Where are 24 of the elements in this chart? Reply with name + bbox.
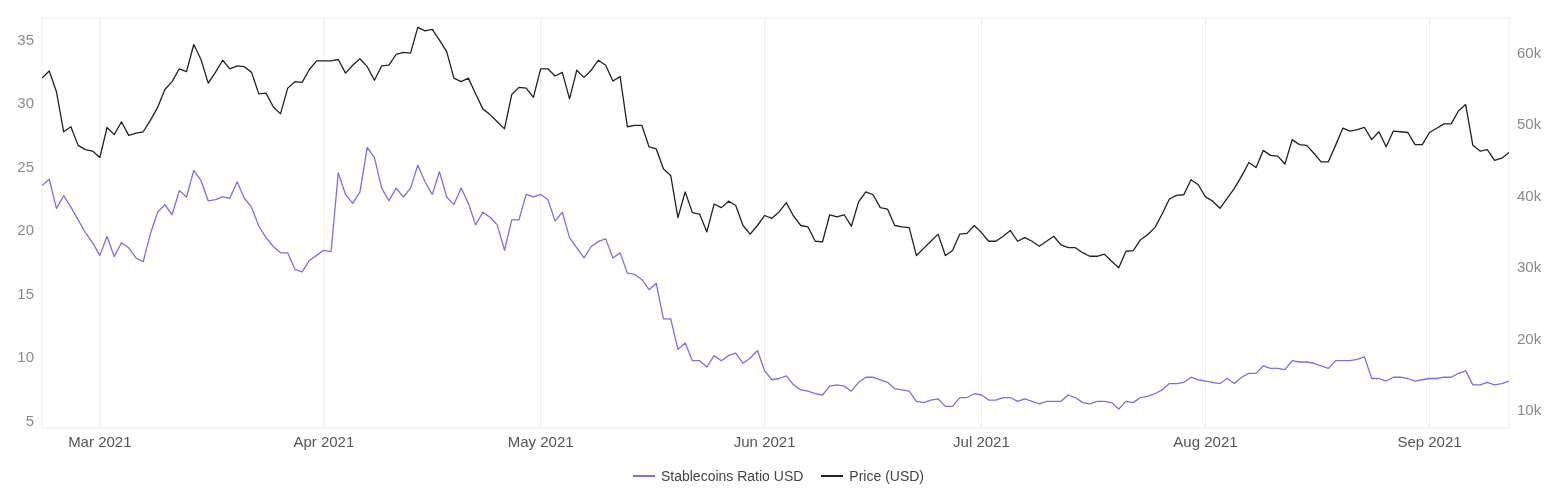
- y-tick-label: 10: [17, 348, 34, 366]
- legend-label: Price (USD): [849, 468, 925, 484]
- y-tick-label: 20: [17, 221, 34, 239]
- y2-tick-label: 50k: [1517, 115, 1542, 133]
- x-tick-label: Aug 2021: [1173, 432, 1238, 450]
- y2-tick-label: 20k: [1517, 329, 1542, 347]
- x-tick-label: May 2021: [507, 432, 574, 450]
- y2-tick-label: 30k: [1517, 258, 1542, 276]
- y-tick-label: 35: [17, 30, 34, 48]
- y-tick-label: 5: [25, 411, 34, 429]
- legend-label: Stablecoins Ratio USD: [660, 468, 804, 484]
- y-tick-label: 25: [17, 157, 34, 175]
- line-series: [42, 26, 1509, 269]
- x-tick-label: Sep 2021: [1397, 432, 1462, 450]
- x-tick-label: Apr 2021: [293, 432, 355, 450]
- y-tick-label: 15: [17, 284, 34, 302]
- y2-tick-label: 60k: [1517, 43, 1542, 61]
- x-tick-label: Jul 2021: [953, 432, 1010, 450]
- line-series: [42, 146, 1509, 410]
- y2-tick-label: 10k: [1517, 401, 1542, 419]
- y2-tick-label: 40k: [1517, 186, 1542, 204]
- x-tick-label: Mar 2021: [68, 432, 132, 450]
- x-tick-label: Jun 2021: [733, 432, 796, 450]
- y-tick-label: 30: [17, 94, 34, 112]
